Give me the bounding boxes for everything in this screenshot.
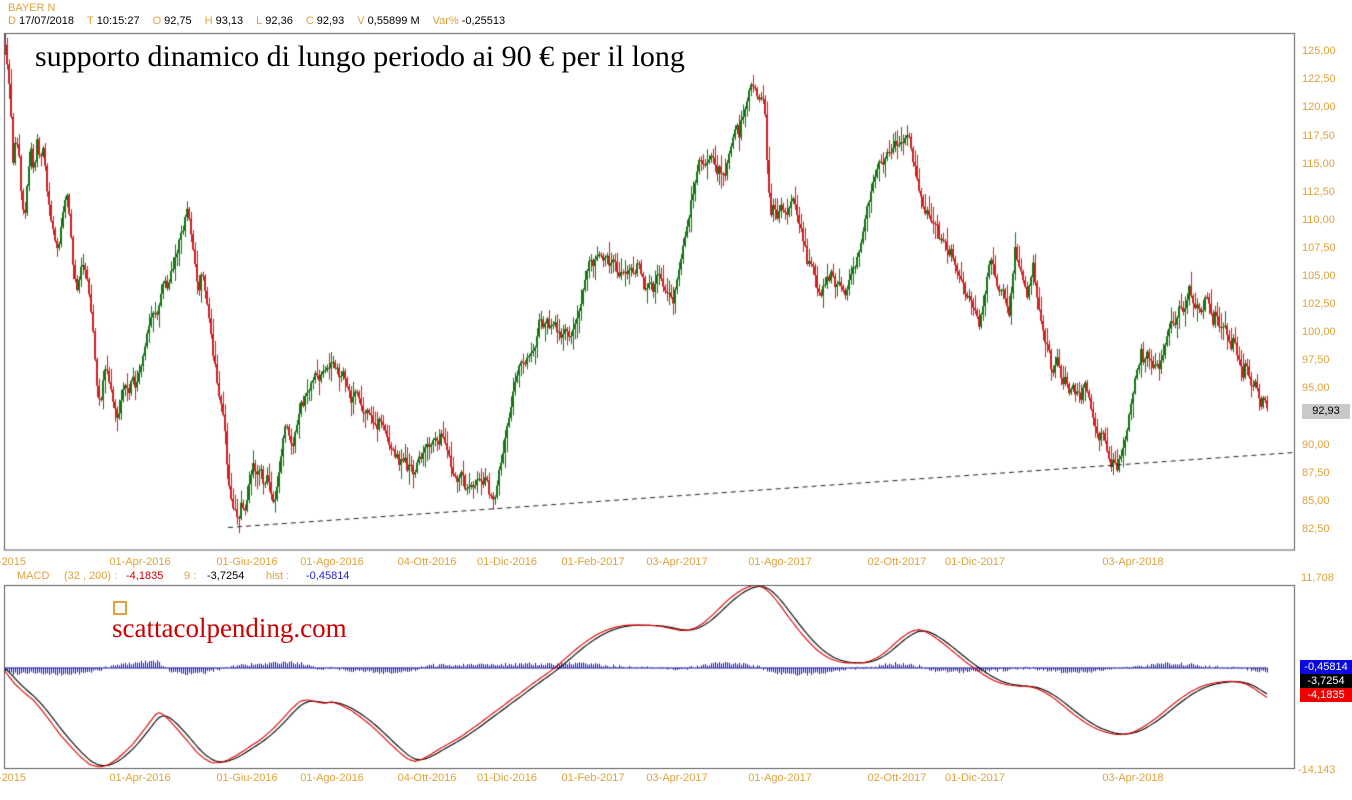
date-label: 01-Giu-2016 [216, 772, 278, 784]
macd-value-box: -3,7254 [1300, 674, 1352, 688]
macd-hist-label: hist : [266, 570, 290, 582]
price-tick: 90,00 [1302, 438, 1330, 451]
date-label: 04-Ott-2016 [397, 772, 457, 784]
price-tick: 112,50 [1302, 185, 1335, 198]
macd-value-box: -4,1835 [1300, 688, 1352, 702]
header-field-value: 92,93 [316, 15, 345, 27]
header-field-v: V 0,55899 M [357, 15, 419, 27]
price-tick: 117,50 [1302, 129, 1335, 142]
date-label: 03-Apr-2017 [646, 772, 708, 784]
analysis-annotation: supporto dinamico di lungo periodo ai 90… [35, 40, 685, 73]
date-axis-top: ic-2015 01-Apr-2016 01-Giu-2016 01-Ago-2016… [0, 556, 1352, 570]
price-tick: 87,50 [1302, 466, 1330, 479]
price-tick: 105,00 [1302, 270, 1336, 282]
price-tick: 125,00 [1302, 45, 1336, 58]
header-field-label: L [256, 15, 263, 27]
price-tick: 110,00 [1302, 213, 1335, 226]
header-field-value: 92,36 [265, 15, 293, 27]
header-field-value: 93,13 [215, 15, 244, 27]
date-axis-bottom: ic-2015 01-Apr-2016 01-Giu-2016 01-Ago-2016… [0, 772, 1352, 786]
price-tick: 107,50 [1302, 241, 1336, 254]
price-tick: 102,50 [1302, 298, 1336, 311]
date-label: 03-Apr-2017 [646, 556, 708, 568]
header-field-d: D 17/07/2018 [8, 15, 74, 27]
date-label: 01-Ago-2017 [748, 556, 812, 568]
header-field-value: -0,25513 [461, 15, 506, 27]
header-field-label: T [87, 15, 94, 27]
header-field-value: 92,75 [164, 15, 192, 27]
date-label: 01-Dic-2017 [945, 556, 1005, 568]
price-tick: 97,50 [1302, 354, 1330, 367]
macd-hist-value: -0,45814 [306, 570, 350, 582]
date-label: 01-Ago-2016 [300, 556, 364, 568]
price-tick: 100,00 [1302, 326, 1336, 339]
macd-axis-max: 11,708 [1301, 572, 1334, 584]
date-label: 01-Giu-2016 [216, 556, 278, 568]
header-field-o: O 92,75 [153, 15, 192, 27]
price-tick: 85,00 [1302, 494, 1330, 507]
header-field-l: L 92,36 [256, 15, 293, 27]
macd-value-box: -0,45814 [1300, 660, 1352, 674]
instrument-symbol: BAYER N [8, 2, 56, 14]
header-field-label: D [8, 15, 16, 27]
macd-signal-value: -3,7254 [207, 570, 245, 582]
header-field-h: H 93,13 [205, 15, 243, 27]
header-field-c: C 92,93 [306, 15, 344, 27]
price-tick: 120,00 [1302, 101, 1336, 114]
date-label: ic-2015 [0, 556, 27, 568]
header-field-t: T 10:15:27 [87, 15, 140, 27]
header-field-label: O [152, 15, 162, 27]
header-field-var: Var% -0,25513 [433, 15, 506, 27]
current-price-badge: 92,93 [1302, 404, 1350, 419]
date-label: 01-Apr-2016 [109, 772, 171, 784]
watermark-text: scattacolpending.com [112, 613, 347, 643]
header-field-value: 10:15:27 [96, 15, 140, 27]
date-label: 01-Ago-2016 [300, 772, 364, 784]
price-tick: 115,00 [1302, 157, 1335, 170]
date-label: 03-Apr-2018 [1102, 556, 1164, 568]
macd-axis-min: -14,143 [1298, 764, 1336, 776]
watermark-square-icon [113, 601, 127, 615]
header-field-label: C [305, 15, 314, 27]
date-label: 01-Feb-2017 [561, 556, 625, 568]
header-field-label: Var% [432, 15, 459, 27]
date-label: 01-Apr-2016 [109, 556, 171, 568]
date-label: 04-Ott-2016 [397, 556, 457, 568]
date-label: 03-Apr-2018 [1102, 772, 1164, 784]
price-tick: 95,00 [1302, 382, 1330, 395]
date-label: 01-Ago-2017 [748, 772, 812, 784]
date-label: 02-Ott-2017 [867, 556, 927, 568]
ohlc-header-row: D 17/07/2018 T 10:15:27 O 92,75 H 93,13 L 92,36 C 9… [8, 15, 505, 27]
date-label: 02-Ott-2017 [867, 772, 927, 784]
header-field-value: 0,55899 M [367, 15, 420, 27]
date-label: 01-Feb-2017 [561, 772, 625, 784]
header-field-label: V [357, 15, 365, 27]
header-field-value: 17/07/2018 [18, 15, 75, 27]
price-tick: 82,50 [1302, 522, 1330, 535]
macd-signal-label: 9 : [184, 570, 197, 582]
macd-label: MACD [17, 570, 50, 582]
macd-value: -4,1835 [126, 570, 164, 582]
header-field-label: H [204, 15, 213, 27]
date-label: ic-2015 [0, 772, 27, 784]
date-label: 01-Dic-2016 [477, 772, 537, 784]
price-tick: 122,50 [1302, 73, 1336, 86]
date-label: 01-Dic-2016 [477, 556, 537, 568]
macd-params: (32 , 200) : [64, 570, 118, 582]
date-label: 01-Dic-2017 [945, 772, 1005, 784]
